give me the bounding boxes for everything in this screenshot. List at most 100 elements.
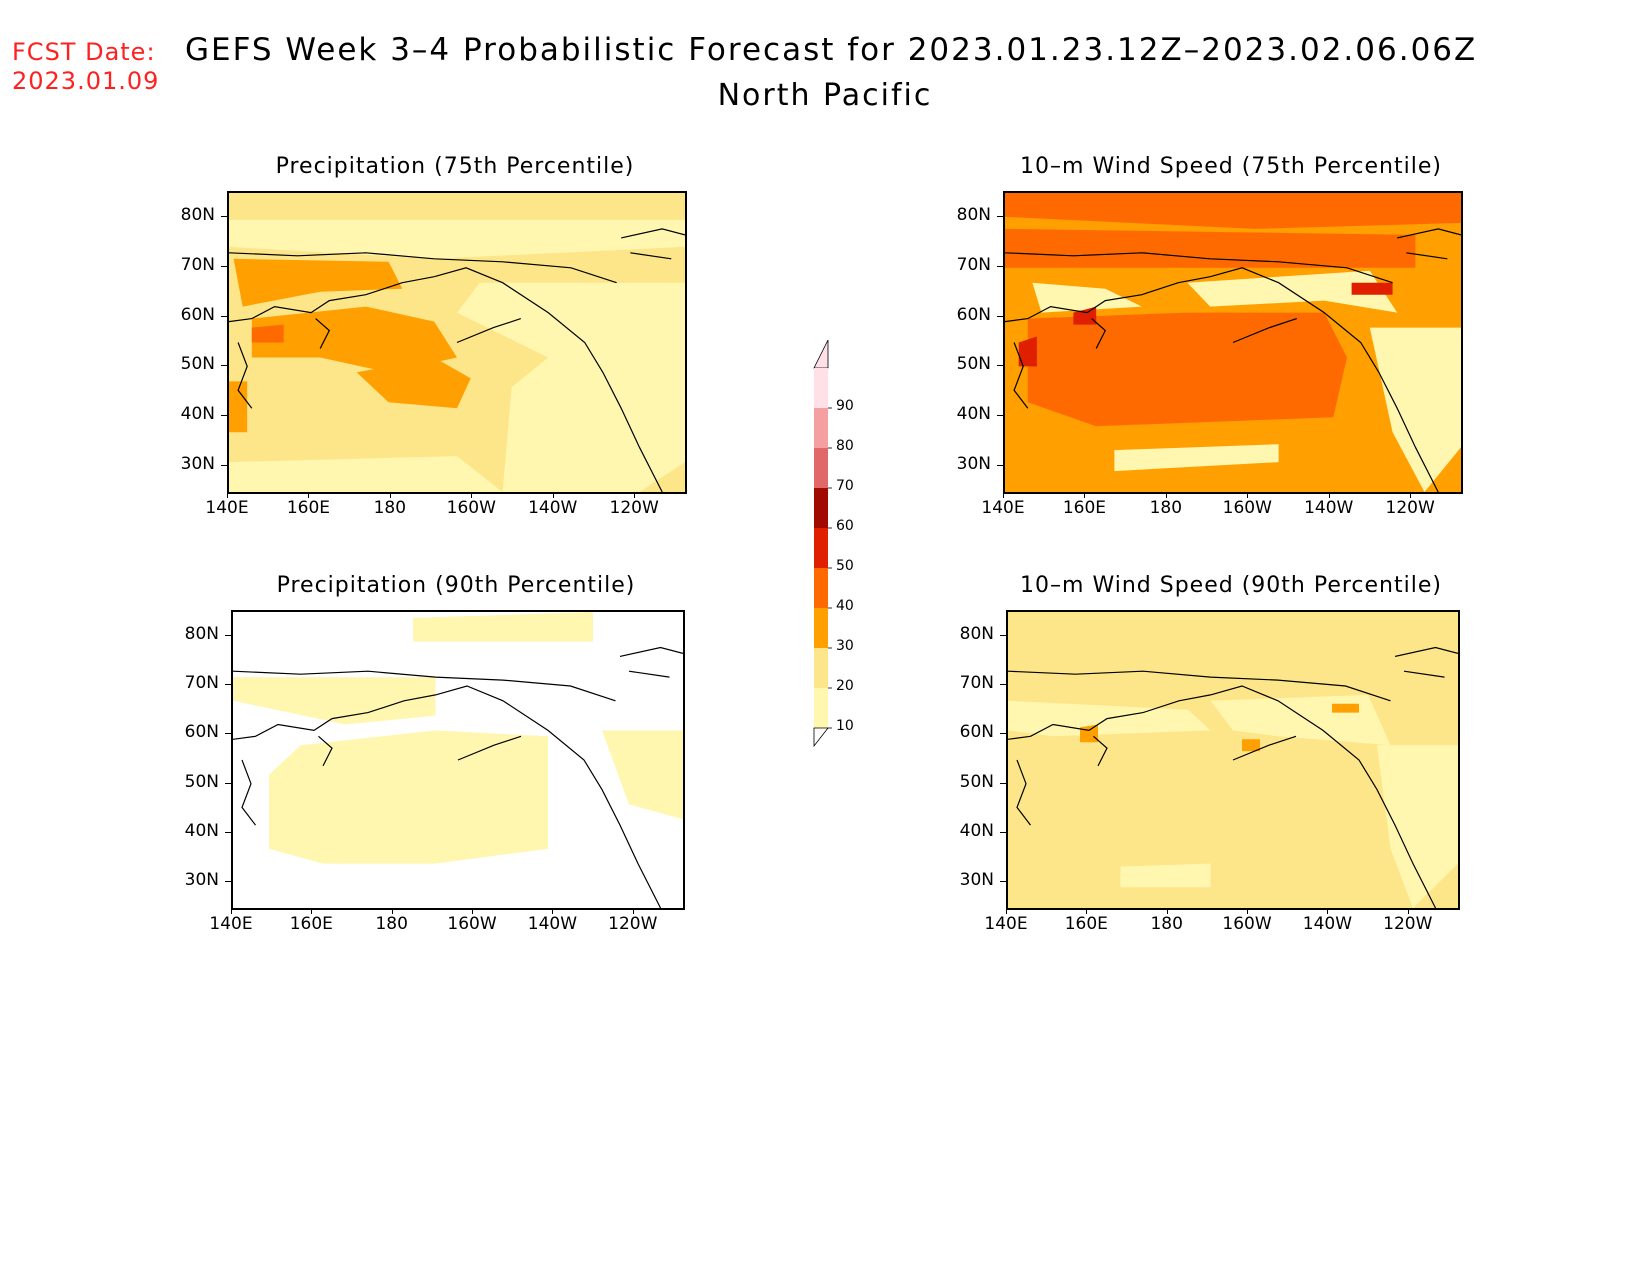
longitude-tick-mark: [1086, 908, 1088, 914]
longitude-tick-mark: [1165, 492, 1167, 498]
longitude-tick-label: 140E: [205, 498, 249, 518]
longitude-tick-label: 120W: [609, 498, 659, 518]
latitude-tick-label: 50N: [956, 354, 991, 375]
longitude-tick-mark: [632, 908, 634, 914]
map-fill: [229, 219, 685, 492]
longitude-tick-label: 160E: [1062, 498, 1107, 518]
colorbar-swatch: [814, 488, 828, 528]
colorbar-label: 20: [836, 678, 854, 694]
map-plot-area: [1003, 191, 1463, 494]
latitude-tick-label: 30N: [959, 870, 994, 891]
contour-region: [1377, 745, 1458, 908]
longitude-tick-mark: [1003, 492, 1004, 498]
colorbar-swatch: [814, 688, 828, 728]
latitude-tick-mark: [225, 881, 231, 883]
longitude-tick-label: 160W: [1222, 498, 1272, 518]
longitude-tick-mark: [1327, 908, 1329, 914]
longitude-tick-label: 160W: [447, 914, 497, 934]
coastline: [1093, 735, 1108, 767]
contour-region: [1332, 703, 1359, 713]
contour-region: [1351, 282, 1393, 295]
longitude-tick-label: 120W: [1383, 914, 1433, 934]
latitude-tick-label: 60N: [184, 722, 219, 743]
latitude-tick-mark: [221, 265, 227, 267]
latitude-tick-mark: [997, 415, 1003, 417]
colorbar-swatch: [814, 448, 828, 488]
latitude-tick-label: 80N: [956, 204, 991, 225]
coastline: [318, 735, 333, 767]
latitude-tick-label: 50N: [184, 771, 219, 792]
latitude-tick-mark: [1000, 782, 1006, 784]
colorbar-label: 50: [836, 558, 854, 574]
colorbar-swatches: [813, 339, 832, 748]
contour-region: [1032, 282, 1142, 313]
colorbar-swatch: [814, 368, 828, 408]
latitude-tick-label: 40N: [956, 404, 991, 425]
longitude-tick-mark: [391, 908, 393, 914]
longitude-tick-mark: [1328, 492, 1330, 498]
longitude-tick-mark: [1166, 908, 1168, 914]
longitude-tick-mark: [552, 908, 554, 914]
longitude-tick-mark: [552, 492, 554, 498]
latitude-tick-label: 30N: [184, 870, 219, 891]
longitude-tick-label: 180: [375, 914, 408, 934]
map-plot-area: [1006, 610, 1460, 910]
longitude-tick-label: 140E: [981, 498, 1025, 518]
latitude-tick-label: 40N: [180, 404, 215, 425]
coastline: [229, 252, 617, 284]
latitude-tick-label: 30N: [180, 454, 215, 475]
latitude-tick-mark: [997, 365, 1003, 367]
longitude-tick-mark: [308, 492, 310, 498]
contour-region: [1242, 739, 1260, 752]
colorbar-bottom-arrow: [813, 727, 829, 748]
coastline: [1210, 685, 1437, 908]
contour-region: [251, 306, 457, 373]
coastline: [630, 252, 672, 260]
coastline: [621, 228, 685, 239]
contour-region: [229, 456, 503, 492]
coastline: [1394, 646, 1458, 657]
longitude-tick-label: 160E: [1064, 914, 1108, 934]
panel-title: 10–m Wind Speed (75th Percentile): [1020, 154, 1442, 179]
latitude-tick-mark: [225, 733, 231, 735]
longitude-tick-mark: [227, 492, 228, 498]
contour-region: [233, 677, 436, 725]
latitude-tick-label: 50N: [180, 354, 215, 375]
longitude-tick-mark: [311, 908, 313, 914]
page-title: GEFS Week 3–4 Probabilistic Forecast for…: [185, 32, 1478, 68]
longitude-tick-label: 120W: [608, 914, 658, 934]
latitude-tick-label: 70N: [956, 254, 991, 275]
contour-region: [457, 282, 685, 492]
map-plot-area: [231, 610, 685, 910]
latitude-tick-label: 70N: [184, 673, 219, 693]
contour-region: [233, 258, 403, 307]
longitude-tick-mark: [471, 492, 473, 498]
contour-region: [1369, 327, 1461, 492]
coastline: [435, 685, 662, 908]
coastline: [1232, 318, 1297, 344]
coastline: [1232, 735, 1297, 761]
latitude-tick-mark: [997, 215, 1003, 217]
map-plot-area: [227, 191, 687, 494]
longitude-tick-label: 180: [1149, 498, 1183, 518]
coastline: [237, 342, 253, 409]
coastline: [619, 646, 683, 657]
latitude-tick-mark: [1000, 881, 1006, 883]
colorbar-label: 10: [836, 718, 854, 734]
colorbar-top-arrow: [813, 339, 829, 369]
longitude-tick-label: 140W: [1302, 914, 1353, 934]
longitude-tick-mark: [1247, 492, 1249, 498]
colorbar-label: 70: [836, 478, 854, 494]
coastline: [1005, 276, 1211, 323]
latitude-tick-label: 60N: [180, 304, 215, 325]
latitude-tick-label: 60N: [959, 722, 994, 743]
latitude-tick-mark: [221, 365, 227, 367]
latitude-tick-mark: [1000, 684, 1006, 685]
coastline: [457, 735, 522, 761]
latitude-tick-mark: [225, 684, 231, 685]
colorbar-swatch: [814, 528, 828, 568]
latitude-tick-label: 70N: [180, 254, 215, 275]
coastline: [1008, 670, 1391, 702]
coastline: [229, 276, 435, 323]
coastline: [1013, 342, 1029, 409]
